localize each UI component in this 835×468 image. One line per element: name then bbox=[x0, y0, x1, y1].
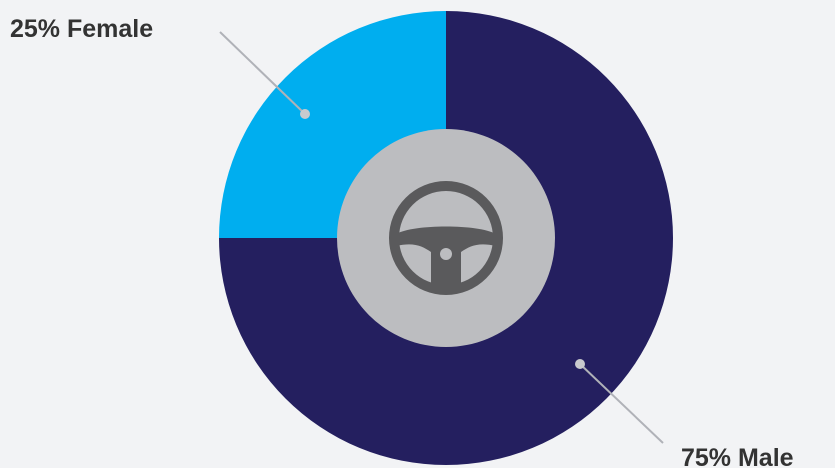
slice-label-male: 75% Male bbox=[681, 444, 794, 468]
slice-label-female: 25% Female bbox=[10, 15, 153, 43]
leader-line-male bbox=[575, 359, 664, 444]
leader-line-female bbox=[219, 31, 310, 119]
steering-wheel-icon bbox=[389, 181, 503, 295]
